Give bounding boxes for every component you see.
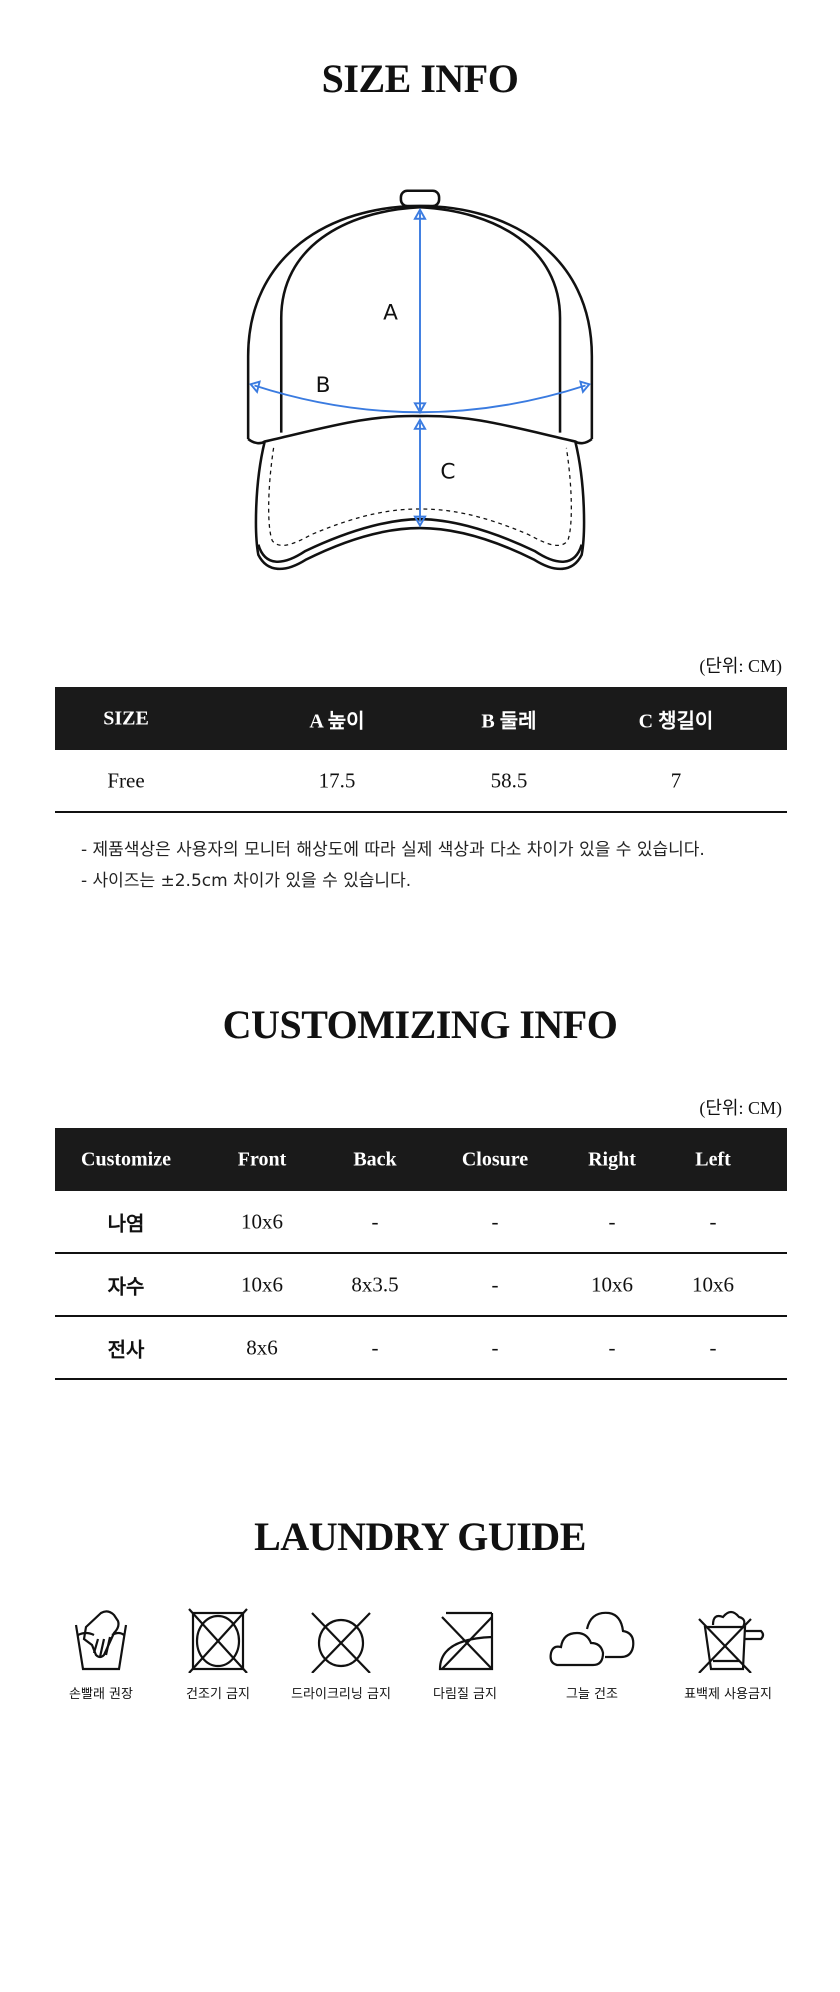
header-closure: Closure bbox=[461, 1148, 529, 1170]
label-b: B bbox=[316, 373, 331, 398]
label-no-bleach: 표백제 사용금지 bbox=[684, 1687, 772, 1702]
label-no-dry-clean: 드라이크리닝 금지 bbox=[291, 1687, 391, 1702]
cell-right: 10x6 bbox=[591, 1272, 633, 1296]
cell-left: - bbox=[709, 1335, 717, 1359]
no-iron-icon bbox=[438, 1611, 494, 1671]
size-table: SIZE A 높이 B 둘레 C 챙길이 Free 17.5 58.5 7 bbox=[55, 687, 787, 813]
cell-method: 나염 bbox=[107, 1211, 145, 1235]
label-a: A bbox=[383, 300, 398, 325]
header-front: Front bbox=[237, 1148, 287, 1170]
shade-dry-icon bbox=[549, 1611, 635, 1667]
cell-size: Free bbox=[107, 768, 145, 792]
customizing-unit: (단위: CM) bbox=[699, 1098, 782, 1118]
cell-brim: 7 bbox=[670, 768, 682, 792]
cell-closure: - bbox=[491, 1209, 499, 1233]
cell-front: 10x6 bbox=[241, 1209, 283, 1233]
header-left: Left bbox=[695, 1148, 731, 1170]
cell-back: - bbox=[371, 1209, 379, 1233]
cell-height: 17.5 bbox=[318, 768, 356, 792]
table-row: Free 17.5 58.5 7 bbox=[55, 750, 787, 813]
customizing-info-title: CUSTOMIZING INFO bbox=[222, 1002, 618, 1047]
no-tumble-dry-icon bbox=[188, 1608, 248, 1673]
cell-closure: - bbox=[491, 1335, 499, 1359]
label-shade-dry: 그늘 건조 bbox=[566, 1687, 618, 1702]
table-row: 자수 10x6 8x3.5 - 10x6 10x6 bbox=[55, 1254, 787, 1317]
size-info-title: SIZE INFO bbox=[321, 56, 519, 101]
hand-wash-icon bbox=[74, 1610, 128, 1671]
cell-left: 10x6 bbox=[692, 1272, 734, 1296]
size-table-header: SIZE A 높이 B 둘레 C 챙길이 bbox=[55, 687, 787, 750]
header-circumference: B 둘레 bbox=[481, 710, 537, 732]
cell-front: 10x6 bbox=[241, 1272, 283, 1296]
header-right: Right bbox=[588, 1148, 636, 1170]
cell-front: 8x6 bbox=[246, 1335, 278, 1359]
measure-lines bbox=[249, 207, 591, 528]
cell-right: - bbox=[608, 1209, 616, 1233]
cell-method: 자수 bbox=[107, 1274, 145, 1298]
customizing-table-header: Customize Front Back Closure Right Left bbox=[55, 1128, 787, 1191]
label-c: C bbox=[440, 459, 455, 484]
header-back: Back bbox=[353, 1148, 397, 1170]
no-bleach-icon bbox=[698, 1610, 765, 1673]
label-hand-wash: 손빨래 권장 bbox=[69, 1687, 133, 1702]
label-no-iron: 다림질 금지 bbox=[433, 1687, 497, 1702]
cell-method: 전사 bbox=[107, 1337, 145, 1361]
size-unit: (단위: CM) bbox=[699, 656, 782, 676]
header-brim: C 챙길이 bbox=[638, 710, 714, 732]
note-color: - 제품색상은 사용자의 모니터 해상도에 따라 실제 색상과 다소 차이가 있… bbox=[81, 840, 705, 860]
customizing-table: Customize Front Back Closure Right Left … bbox=[55, 1128, 787, 1380]
header-height: A 높이 bbox=[309, 710, 365, 732]
cell-back: 8x3.5 bbox=[351, 1272, 399, 1296]
table-row: 전사 8x6 - - - - bbox=[55, 1317, 787, 1380]
no-dry-clean-icon bbox=[311, 1612, 371, 1673]
cell-closure: - bbox=[491, 1272, 499, 1296]
cell-right: - bbox=[608, 1335, 616, 1359]
cap-brim bbox=[254, 414, 586, 571]
cell-circumference: 58.5 bbox=[490, 768, 528, 792]
cap-button bbox=[399, 189, 441, 208]
laundry-guide-title: LAUNDRY GUIDE bbox=[254, 1514, 586, 1559]
cap-diagram: A B C bbox=[246, 189, 594, 571]
cell-left: - bbox=[709, 1209, 717, 1233]
table-row: 나염 10x6 - - - - bbox=[55, 1191, 787, 1254]
cell-back: - bbox=[371, 1335, 379, 1359]
note-size: - 사이즈는 ±2.5cm 차이가 있을 수 있습니다. bbox=[81, 871, 412, 891]
header-size: SIZE bbox=[103, 707, 149, 729]
label-no-tumble-dry: 건조기 금지 bbox=[186, 1687, 250, 1702]
header-customize: Customize bbox=[81, 1148, 171, 1170]
